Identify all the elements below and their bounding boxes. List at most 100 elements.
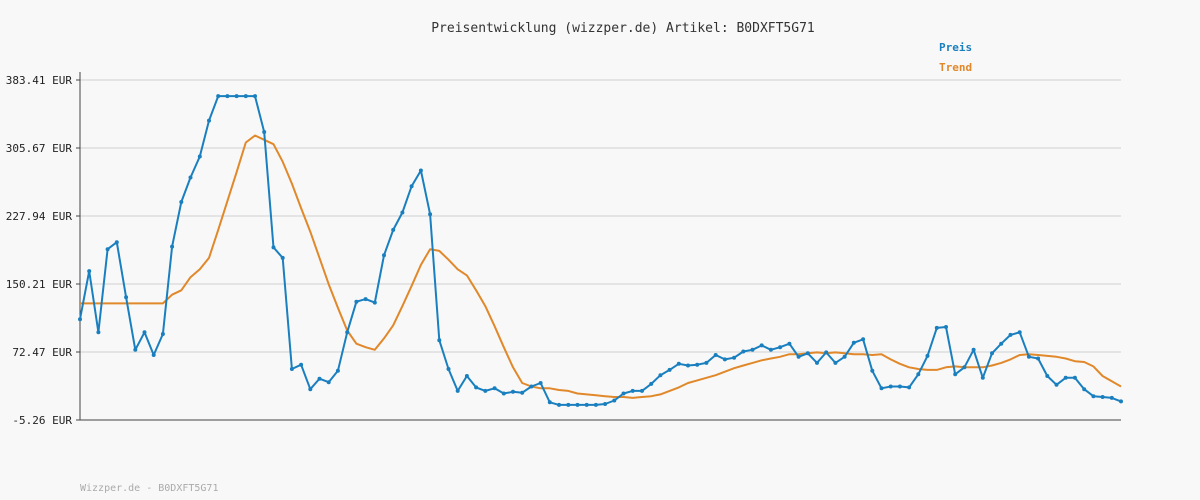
y-tick-label: -5.26 EUR: [12, 414, 72, 427]
data-point-preis: [1109, 395, 1114, 400]
data-point-preis: [971, 347, 976, 352]
data-point-preis: [326, 380, 331, 385]
data-point-preis: [815, 360, 819, 365]
data-point-preis: [879, 386, 884, 391]
data-point-preis: [557, 402, 561, 407]
data-point-preis: [492, 386, 497, 391]
data-point-preis: [446, 367, 451, 371]
data-point-preis: [870, 368, 875, 373]
data-point-preis: [308, 387, 313, 392]
data-point-preis: [796, 354, 801, 359]
data-point-preis: [1072, 375, 1077, 380]
data-point-preis: [1017, 330, 1022, 335]
y-tick-label: 383.41 EUR: [6, 74, 73, 87]
data-point-preis: [916, 372, 921, 377]
data-point-preis: [1100, 395, 1105, 399]
data-point-preis: [953, 372, 958, 377]
data-point-preis: [584, 402, 589, 407]
data-point-preis: [87, 269, 92, 274]
data-point-preis: [1082, 387, 1087, 392]
data-point-preis: [391, 227, 396, 232]
data-point-preis: [768, 347, 773, 352]
data-point-preis: [658, 373, 663, 378]
legend-entry-preis: Preis: [939, 41, 972, 54]
data-point-preis: [842, 354, 847, 359]
data-point-preis: [418, 168, 423, 173]
data-point-preis: [805, 351, 810, 356]
data-point-preis: [621, 391, 626, 396]
data-point-preis: [934, 325, 939, 330]
data-point-preis: [428, 212, 433, 217]
data-point-preis: [225, 94, 230, 99]
data-point-preis: [382, 253, 386, 258]
series-layer: [78, 94, 1123, 407]
legend-entry-trend: Trend: [939, 61, 972, 74]
data-point-preis: [676, 361, 681, 366]
data-point-preis: [511, 389, 515, 394]
data-point-preis: [345, 330, 350, 335]
data-point-preis: [787, 341, 792, 346]
data-point-preis: [160, 332, 165, 336]
data-point-preis: [151, 353, 156, 357]
data-point-preis: [133, 347, 138, 352]
data-point-preis: [179, 200, 184, 204]
series-line-trend: [80, 134, 1122, 399]
data-point-preis: [612, 398, 617, 403]
data-point-preis: [262, 130, 267, 134]
data-point-preis: [124, 295, 129, 300]
data-point-preis: [114, 240, 119, 245]
data-point-preis: [897, 384, 902, 389]
data-point-preis: [741, 349, 746, 354]
data-point-preis: [271, 245, 276, 250]
data-point-preis: [990, 351, 994, 356]
data-point-preis: [980, 375, 985, 380]
data-point-preis: [1091, 394, 1096, 399]
data-point-preis: [1045, 374, 1050, 378]
data-point-preis: [649, 381, 654, 386]
data-point-preis: [962, 365, 967, 370]
data-point-preis: [216, 94, 221, 99]
data-point-preis: [142, 330, 147, 335]
data-point-preis: [289, 367, 294, 371]
data-point-preis: [335, 368, 340, 373]
data-point-preis: [824, 350, 829, 355]
data-point-preis: [686, 363, 690, 368]
grid-lines: [80, 79, 1121, 353]
data-point-preis: [520, 390, 525, 395]
y-tick-label: 150.21 EUR: [6, 278, 73, 291]
data-point-preis: [170, 244, 175, 249]
data-point-preis: [1008, 332, 1013, 337]
data-point-preis: [603, 402, 608, 406]
y-axis-ticks: 383.41 EUR 305.67 EUR 227.94 EUR 150.21 EUR…: [6, 74, 80, 427]
data-point-preis: [704, 360, 709, 365]
data-point-preis: [907, 385, 912, 390]
data-point-preis: [501, 391, 506, 396]
data-point-preis: [234, 94, 239, 99]
data-point-preis: [732, 355, 737, 360]
data-point-preis: [1036, 356, 1041, 361]
data-point-preis: [575, 402, 580, 407]
data-point-preis: [1063, 375, 1068, 380]
y-tick-label: 305.67 EUR: [6, 142, 73, 155]
data-point-preis: [640, 388, 644, 393]
data-point-preis: [722, 357, 727, 362]
data-point-preis: [474, 385, 479, 390]
data-point-preis: [96, 330, 101, 335]
data-point-preis: [207, 118, 211, 123]
data-point-preis: [547, 400, 552, 405]
data-point-preis: [105, 247, 110, 252]
series-line-preis: [79, 95, 1122, 406]
data-point-preis: [437, 338, 442, 343]
data-point-preis: [750, 347, 755, 352]
data-point-preis: [1119, 399, 1123, 404]
data-point-preis: [944, 325, 948, 329]
data-point-preis: [78, 317, 82, 322]
data-point-preis: [851, 340, 856, 345]
data-point-preis: [667, 367, 672, 372]
data-point-preis: [280, 255, 285, 260]
data-point-preis: [593, 402, 598, 407]
data-point-preis: [197, 154, 202, 159]
data-point-preis: [253, 94, 257, 99]
data-point-preis: [778, 345, 783, 350]
